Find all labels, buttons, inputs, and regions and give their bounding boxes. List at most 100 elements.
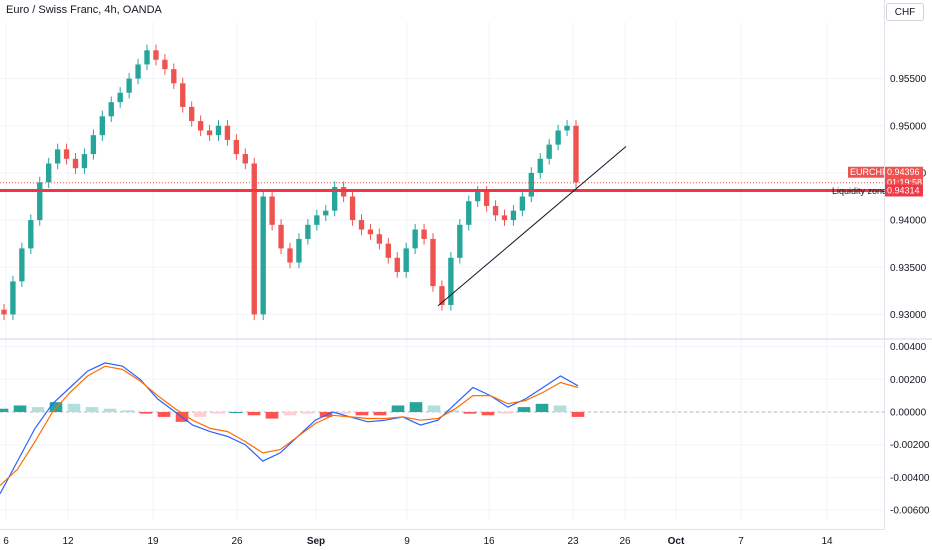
price-axis[interactable]: 0.955000.950000.945000.940000.935000.930… <box>890 74 930 517</box>
candle-body <box>457 224 463 258</box>
candle-body <box>555 130 561 145</box>
candle-body <box>376 234 383 244</box>
macd-histogram-bar <box>247 412 261 416</box>
macd-histogram-bar <box>571 412 585 417</box>
candle-body <box>1 309 7 315</box>
candle-body <box>546 144 552 159</box>
candle-body <box>242 154 248 164</box>
candle-body <box>305 224 311 239</box>
macd-y-tick-label: 0.00000 <box>890 408 927 419</box>
macd-y-tick-label: -0.00200 <box>890 440 930 451</box>
macd-histogram-bar <box>157 412 171 417</box>
x-tick-label: 9 <box>404 536 410 547</box>
candle-body <box>421 229 427 239</box>
x-tick-label: 26 <box>231 536 243 547</box>
candle-body <box>439 286 445 305</box>
macd-histogram-bar <box>13 405 27 412</box>
candle-body <box>251 163 257 315</box>
currency-button[interactable]: CHF <box>886 3 924 21</box>
candle-body <box>394 257 400 272</box>
candle-body <box>528 172 534 197</box>
candle-body <box>99 116 105 136</box>
macd-histogram-bar <box>355 412 369 416</box>
candle-body <box>46 163 52 183</box>
macd-y-tick-label: 0.00200 <box>890 375 927 386</box>
y-tick-label: 0.95000 <box>890 121 927 132</box>
x-tick-label: 16 <box>483 536 495 547</box>
macd-histogram-bar <box>535 403 549 412</box>
ticker-tag <box>848 166 884 178</box>
candle-body <box>332 187 338 211</box>
macd-pane <box>0 362 884 495</box>
x-tick-label: Oct <box>668 536 685 547</box>
signal-line <box>0 365 579 487</box>
zone-price-tag <box>885 184 923 197</box>
ticker-tag-text: EURCHF <box>850 167 888 177</box>
macd-histogram-bar <box>265 412 279 419</box>
x-tick-label: 12 <box>62 536 74 547</box>
macd-histogram-bar <box>67 403 81 412</box>
grid <box>0 0 932 530</box>
candle-body <box>448 257 454 305</box>
candle-body <box>323 210 329 216</box>
overlays: Liquidity zone <box>0 146 887 307</box>
macd-histogram-bar <box>499 412 513 414</box>
zone-price-tag-text: 0.94314 <box>887 185 920 195</box>
trend-line <box>437 146 627 307</box>
macd-histogram-bar <box>193 412 207 417</box>
macd-histogram-bar <box>481 412 495 416</box>
macd-histogram-bar <box>0 408 9 412</box>
macd-histogram-bar <box>391 405 405 412</box>
candle-body <box>475 191 481 202</box>
macd-line <box>0 362 579 495</box>
candle-body <box>510 210 517 221</box>
macd-histogram-bar <box>31 407 45 412</box>
candle-body <box>403 248 409 272</box>
candle-body <box>483 191 490 206</box>
candle-body <box>54 149 61 164</box>
macd-histogram-bar <box>373 412 387 416</box>
candle-body <box>260 196 266 315</box>
macd-histogram-bar <box>211 412 225 414</box>
candle-body <box>144 50 150 65</box>
y-tick-label: 0.93500 <box>890 263 927 274</box>
time-axis[interactable]: 6 12 19 26 Sep 9 16 23 26 Oct 7 14 <box>3 536 833 547</box>
macd-histogram-bar <box>409 402 423 412</box>
candle-body <box>224 125 231 140</box>
chart-title: Euro / Swiss Franc, 4h, OANDA <box>6 4 162 16</box>
candle-body <box>412 229 418 249</box>
macd-histogram-bar <box>229 412 243 413</box>
candle-body <box>573 125 579 183</box>
candle-body <box>519 196 526 211</box>
macd-histogram-bar <box>463 412 477 414</box>
macd-histogram-bar <box>553 405 567 412</box>
x-tick-label: Sep <box>307 536 325 547</box>
candle-body <box>278 224 284 249</box>
candle-body <box>385 243 391 258</box>
candle-body <box>28 220 34 249</box>
candle-body <box>358 220 365 230</box>
candle-body <box>233 139 240 155</box>
macd-y-tick-label: -0.00400 <box>890 473 930 484</box>
candle-body <box>215 125 222 136</box>
candle-body <box>135 64 141 79</box>
macd-histogram-bar <box>517 407 531 412</box>
macd-histogram-bar <box>427 405 441 412</box>
x-tick-label: 23 <box>567 536 579 547</box>
macd-histogram-bar <box>49 402 63 412</box>
candle-body <box>90 135 97 155</box>
x-tick-label: 19 <box>147 536 159 547</box>
candle-body <box>269 196 275 225</box>
macd-histogram-bar <box>283 412 297 416</box>
candle-body <box>81 154 88 169</box>
liquidity-zone-label: Liquidity zone <box>832 186 887 196</box>
macd-histogram-bar <box>139 412 153 414</box>
candle-body <box>126 78 132 93</box>
macd-histogram-bar <box>85 407 99 412</box>
macd-y-tick-label: 0.00400 <box>890 342 927 353</box>
macd-y-tick-label: -0.00600 <box>890 506 930 517</box>
macd-histogram-bar <box>337 412 351 414</box>
candle-body <box>287 248 293 263</box>
